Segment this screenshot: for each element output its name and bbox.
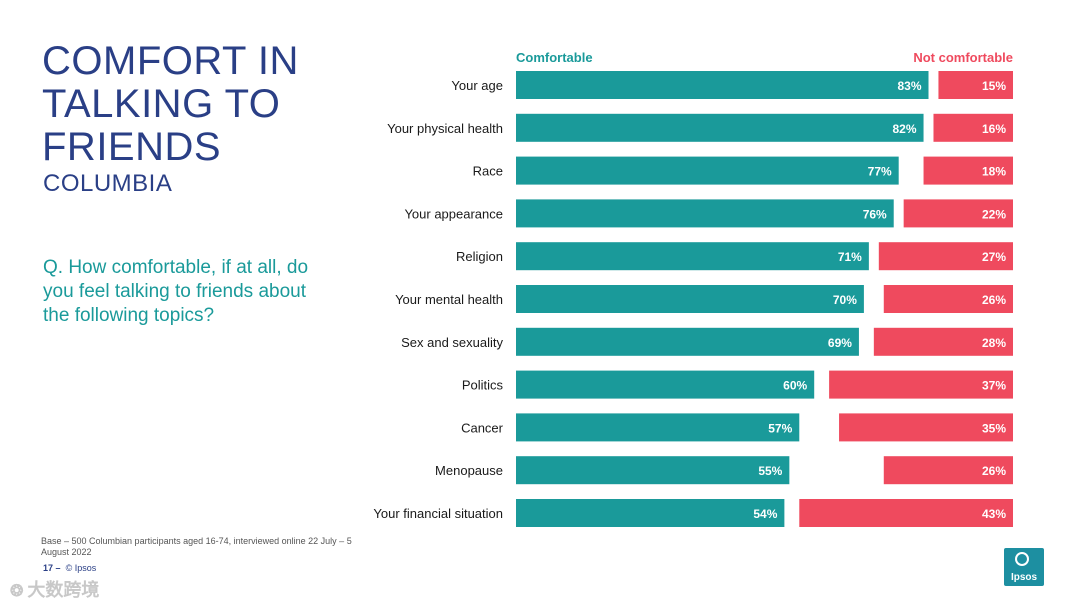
category-label: Religion: [456, 249, 503, 264]
bar-label-not-comfortable: 15%: [982, 79, 1006, 93]
category-label: Politics: [462, 378, 504, 393]
bar-not-comfortable: [883, 456, 1013, 485]
category-label: Menopause: [435, 463, 503, 478]
copyright: © Ipsos: [65, 563, 97, 573]
bar-label-not-comfortable: 27%: [982, 250, 1006, 264]
bar-comfortable: [516, 71, 929, 99]
bar-label-not-comfortable: 35%: [982, 421, 1006, 435]
category-label: Your mental health: [395, 292, 503, 307]
page-number: 17: [43, 563, 54, 573]
bar-not-comfortable: [873, 327, 1013, 356]
base-note: Base – 500 Columbian participants aged 1…: [41, 536, 352, 557]
bar-not-comfortable: [799, 499, 1013, 527]
bar-label-comfortable: 77%: [868, 165, 892, 179]
bar-comfortable: [516, 156, 899, 185]
category-label: Your financial situation: [373, 506, 503, 521]
category-label: Your age: [451, 78, 503, 93]
title-line-2: TALKING TO: [42, 82, 281, 126]
logo-circle-icon: [1015, 552, 1029, 566]
bar-label-comfortable: 55%: [758, 464, 782, 478]
watermark-text: 大数跨境: [27, 580, 100, 600]
legend-not-comfortable: Not comfortable: [913, 50, 1013, 65]
bar-label-comfortable: 82%: [893, 122, 917, 136]
bar-comfortable: [516, 242, 869, 271]
bar-comfortable: [516, 456, 790, 485]
survey-question: Q. How comfortable, if at all, do you fe…: [43, 257, 309, 326]
bar-label-comfortable: 83%: [897, 79, 921, 93]
page-footer: 17 – © Ipsos: [43, 563, 96, 573]
legend-comfortable: Comfortable: [516, 50, 593, 65]
bar-label-not-comfortable: 43%: [982, 507, 1006, 521]
bar-not-comfortable: [923, 156, 1013, 185]
page-subtitle: COLUMBIA: [43, 170, 173, 197]
bar-not-comfortable: [938, 71, 1013, 99]
bar-comfortable: [516, 413, 800, 442]
bar-not-comfortable: [903, 199, 1013, 228]
bar-not-comfortable: [933, 113, 1013, 142]
bar-comfortable: [516, 327, 859, 356]
bar-label-comfortable: 70%: [833, 293, 857, 307]
bar-label-not-comfortable: 37%: [982, 379, 1006, 393]
page-separator: –: [55, 563, 61, 573]
bar-label-not-comfortable: 18%: [982, 165, 1006, 179]
bar-not-comfortable: [883, 285, 1013, 313]
bar-label-not-comfortable: 28%: [982, 336, 1006, 350]
bar-comfortable: [516, 285, 864, 313]
bar-label-not-comfortable: 22%: [982, 207, 1006, 221]
category-label: Race: [473, 164, 503, 179]
watermark: ❂ 大数跨境: [10, 576, 99, 602]
bar-label-not-comfortable: 16%: [982, 122, 1006, 136]
category-label: Your physical health: [387, 121, 503, 136]
title-line-3: FRIENDS: [42, 125, 222, 169]
bar-label-comfortable: 54%: [753, 507, 777, 521]
bar-comfortable: [516, 499, 785, 527]
bar-label-not-comfortable: 26%: [982, 293, 1006, 307]
bar-not-comfortable: [878, 242, 1013, 271]
bar-label-comfortable: 69%: [828, 336, 852, 350]
category-label: Cancer: [461, 420, 504, 435]
ipsos-logo: Ipsos: [1004, 548, 1044, 586]
bar-label-comfortable: 71%: [838, 250, 862, 264]
bar-not-comfortable: [829, 370, 1013, 399]
category-label: Your appearance: [404, 206, 503, 221]
category-label: Sex and sexuality: [401, 335, 503, 350]
title-line-1: COMFORT IN: [42, 39, 299, 83]
bar-comfortable: [516, 370, 815, 399]
bar-not-comfortable: [839, 413, 1013, 442]
logo-text: Ipsos: [1010, 572, 1038, 583]
bar-label-comfortable: 60%: [783, 379, 807, 393]
bar-comfortable: [516, 113, 924, 142]
bar-label-not-comfortable: 26%: [982, 464, 1006, 478]
watermark-icon: ❂: [10, 583, 24, 600]
bar-label-comfortable: 57%: [768, 421, 792, 435]
page-title: COMFORT IN TALKING TO FRIENDS: [42, 40, 342, 169]
bar-label-comfortable: 76%: [863, 207, 887, 221]
bar-comfortable: [516, 199, 894, 228]
